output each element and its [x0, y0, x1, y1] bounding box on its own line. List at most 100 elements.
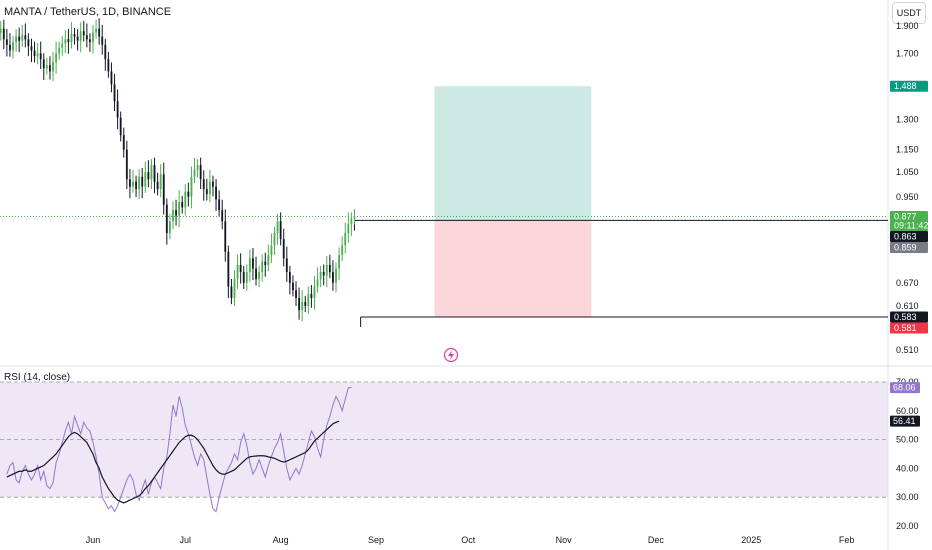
candle-body — [64, 39, 67, 44]
candle-body — [162, 174, 165, 205]
candle-body — [18, 36, 21, 41]
price-tick-label: 0.610 — [896, 301, 919, 311]
candle-body — [30, 46, 33, 51]
candle-body — [255, 268, 257, 280]
price-tag-0.877 — [890, 210, 928, 231]
price-tag-label: 1.488 — [894, 81, 917, 91]
rsi-tag-68.06 — [890, 382, 920, 394]
candle-body — [79, 31, 82, 41]
candle-body — [107, 59, 110, 72]
candle-body — [304, 301, 307, 306]
rsi-tag-label: 68.06 — [893, 383, 916, 393]
candle-body — [101, 36, 104, 45]
candle-body — [119, 117, 122, 136]
candle-body — [236, 265, 239, 280]
candle-body — [178, 201, 181, 216]
time-tick-label: Feb — [839, 535, 855, 545]
time-tick-label: Jun — [86, 535, 101, 545]
candle-body — [153, 165, 156, 182]
price-tick-label: 1.050 — [896, 167, 919, 177]
candle-body — [9, 44, 11, 51]
candle-body — [45, 65, 48, 69]
candle-body — [319, 271, 322, 280]
candle-body — [52, 62, 54, 72]
candle-body — [328, 265, 331, 272]
candle-body — [5, 39, 8, 45]
rsi-series-1 — [6, 420, 340, 504]
candle-body — [258, 271, 261, 280]
candle-body — [0, 28, 2, 33]
candle-body — [270, 245, 273, 255]
candle-body — [288, 271, 291, 283]
candle-body — [98, 28, 101, 37]
candle-body — [27, 39, 30, 47]
candle-body — [292, 282, 294, 291]
time-tick-label: Oct — [461, 535, 476, 545]
rsi-tag-label: 56.41 — [893, 416, 916, 426]
price-tag-0.583 — [890, 311, 928, 323]
rsi-tick-label: 70.00 — [896, 377, 919, 387]
candle-body — [159, 174, 162, 190]
lightning-icon[interactable] — [443, 347, 459, 363]
candle-body — [221, 210, 224, 222]
candle-body — [144, 172, 147, 187]
candle-body — [341, 245, 344, 255]
candle-body — [190, 176, 193, 197]
candle-body — [218, 199, 221, 211]
candle-body — [208, 181, 211, 195]
candle-body — [285, 258, 288, 272]
rsi-tick-label: 60.00 — [896, 406, 919, 416]
candle-body — [2, 28, 5, 40]
candle-body — [95, 28, 97, 33]
candle-body — [128, 179, 131, 187]
candle-body — [282, 239, 285, 259]
candle-body — [248, 258, 251, 272]
candle-body — [307, 294, 310, 306]
candle-body — [61, 43, 64, 48]
candle-body — [141, 176, 144, 187]
candle-body — [58, 47, 61, 54]
candle-body — [67, 39, 70, 43]
candle-body — [298, 297, 301, 310]
candle-body — [147, 172, 150, 180]
price-tick-label: 0.950 — [896, 192, 919, 202]
rsi-tick-label: 20.00 — [896, 521, 919, 531]
candle-body — [227, 251, 230, 287]
time-tick-label: Sep — [368, 535, 384, 545]
rsi-tick-label: 50.00 — [896, 435, 919, 445]
price-tag-label: 0.583 — [894, 312, 917, 322]
candle-body — [156, 181, 159, 190]
price-tag-0.859 — [890, 241, 928, 253]
time-tick-label: Jul — [180, 535, 192, 545]
candle-body — [42, 59, 45, 69]
candle-body — [15, 36, 18, 43]
price-tag-0.863 — [890, 230, 928, 242]
candle-body — [215, 186, 217, 200]
candle-body — [49, 65, 51, 72]
candle-body — [264, 261, 267, 266]
candle-body — [310, 294, 313, 298]
candle-body — [245, 271, 248, 283]
candle-body — [165, 204, 168, 234]
candle-body — [168, 221, 171, 234]
candle-body — [33, 50, 36, 57]
candle-body — [132, 181, 134, 187]
candle-body — [85, 35, 88, 40]
candle-body — [150, 165, 153, 180]
rsi-tag-56.41 — [890, 415, 920, 427]
take-profit-zone — [434, 86, 592, 221]
candle-body — [267, 254, 270, 266]
candle-body — [70, 33, 73, 43]
candle-body — [104, 44, 107, 60]
price-tick-label: 1.300 — [896, 114, 919, 124]
price-tag-countdown: 09:11:42 — [894, 220, 928, 230]
stop-loss-zone — [434, 220, 592, 318]
candle-body — [205, 189, 208, 195]
candle-body — [338, 254, 341, 269]
rsi-tick-label: 40.00 — [896, 463, 919, 473]
time-tick-label: Nov — [556, 535, 573, 545]
candle-body — [344, 233, 347, 246]
currency-button[interactable]: USDT — [892, 2, 926, 24]
candle-body — [89, 39, 91, 43]
